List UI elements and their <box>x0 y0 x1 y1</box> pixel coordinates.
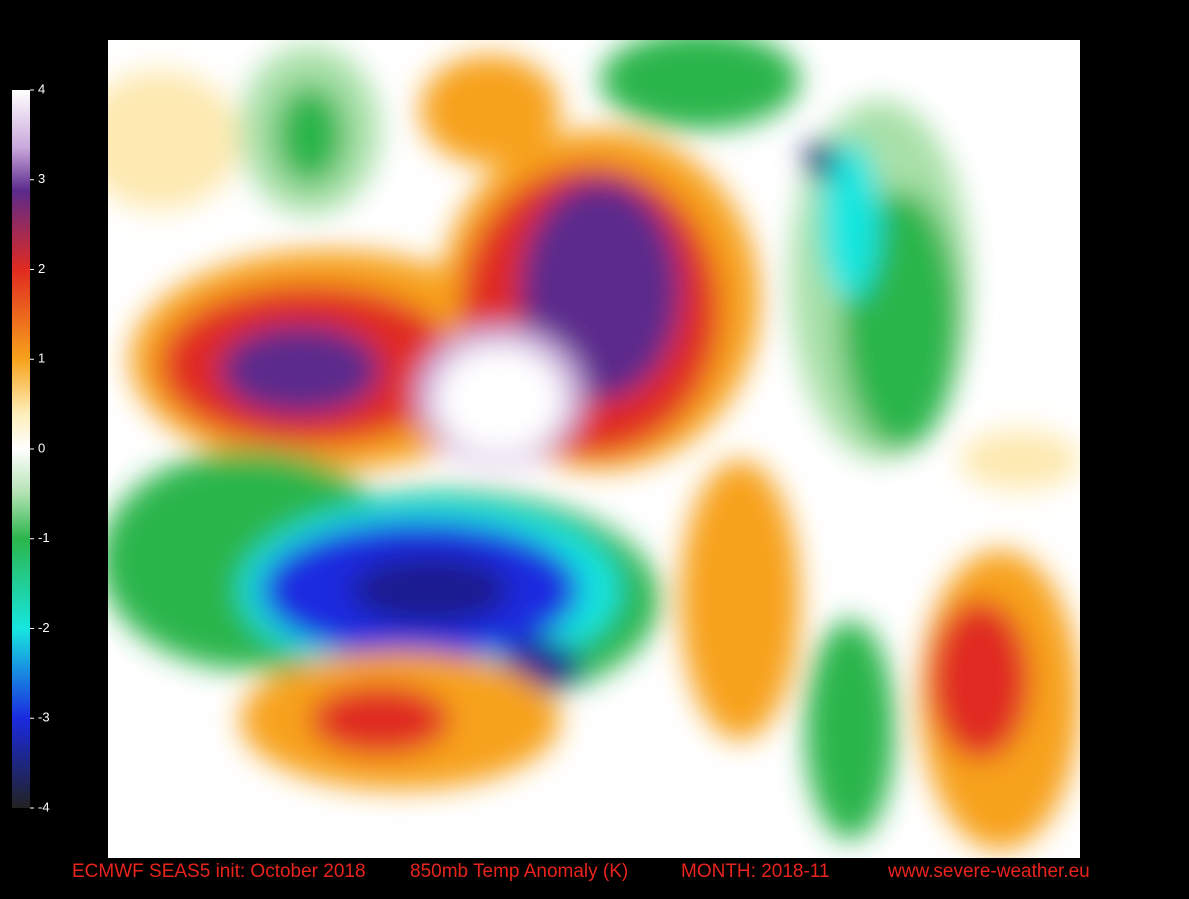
colorbar-tick-label: 3 <box>38 171 45 186</box>
colorbar-tick-label: -1 <box>38 530 50 545</box>
footer-variable: 850mb Temp Anomaly (K) <box>410 861 628 882</box>
colorbar-tick-label: 4 <box>38 81 45 96</box>
colorbar-tick-label: 1 <box>38 351 45 366</box>
colorbar-tick-label: -3 <box>38 710 50 725</box>
colorbar <box>12 90 30 808</box>
footer-init: ECMWF SEAS5 init: October 2018 <box>72 861 366 882</box>
anomaly-field <box>108 40 1080 858</box>
colorbar-tick-label: 0 <box>38 440 45 455</box>
colorbar-tick-label: -2 <box>38 620 50 635</box>
colorbar-tick-label: 2 <box>38 261 45 276</box>
footer-month: MONTH: 2018-11 <box>681 861 830 882</box>
footer-website: www.severe-weather.eu <box>887 861 1090 882</box>
colorbar-tick-label: -4 <box>38 799 50 814</box>
